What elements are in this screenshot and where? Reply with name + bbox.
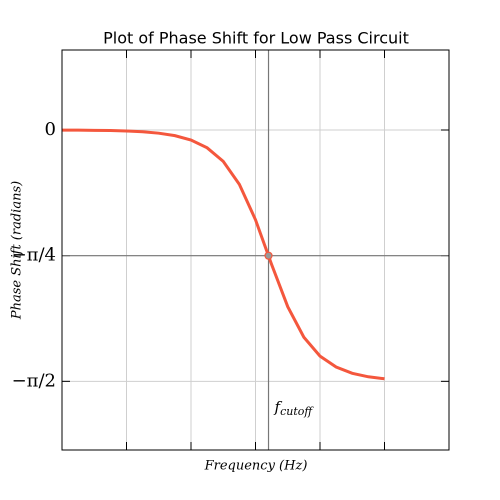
- y-tick-label: 0: [45, 119, 56, 140]
- cutoff-annotation-sub: cutoff: [280, 405, 314, 418]
- y-tick-label: −π/4: [12, 245, 56, 266]
- y-axis-label: Phase Shift (radians): [10, 181, 25, 320]
- line-series: [61, 128, 385, 381]
- chart-title: Plot of Phase Shift for Low Pass Circuit: [103, 29, 409, 48]
- cutoff-annotation-main: f: [274, 398, 283, 416]
- x-axis-label: Frequency (Hz): [204, 459, 308, 474]
- cutoff-annotation: fcutoff: [274, 398, 315, 418]
- y-tick-label: −π/2: [12, 370, 56, 391]
- plot-frame: [61, 49, 450, 451]
- cutoff-marker: [264, 251, 273, 260]
